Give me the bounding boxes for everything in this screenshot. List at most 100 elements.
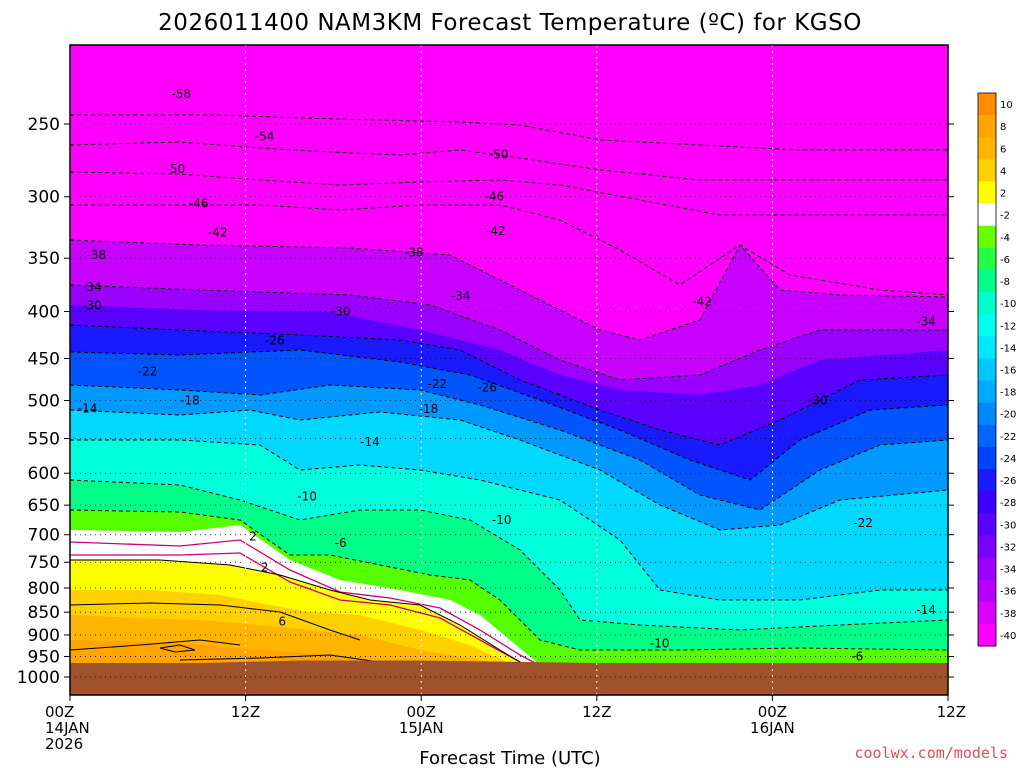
colorbar-label: 2 (1000, 189, 1006, 200)
colorbar-swatch (978, 93, 996, 116)
y-tick-label: 950 (28, 648, 60, 668)
colorbar-swatch (978, 469, 996, 492)
colorbar-label: -22 (1000, 432, 1016, 443)
contour-label: 2 (261, 561, 269, 575)
contour-label: -50 (489, 148, 509, 162)
contour-label: -22 (427, 377, 447, 391)
x-tick-label: 15JAN (399, 719, 444, 737)
y-tick-label: 550 (28, 430, 60, 450)
colorbar-label: 4 (1000, 166, 1006, 177)
contour-label: -46 (189, 196, 209, 210)
x-tick-label: 00Z (758, 703, 787, 721)
contour-label: -42 (486, 224, 506, 238)
colorbar-swatch (978, 358, 996, 382)
colorbar-swatch (978, 225, 996, 249)
contour-label: -34 (82, 280, 102, 294)
contour-label: -30 (331, 304, 351, 318)
colorbar-swatch (978, 579, 996, 603)
colorbar-swatch (978, 535, 996, 559)
contour-label: 2 (249, 529, 257, 543)
colorbar-label: -10 (1000, 299, 1016, 310)
x-tick-label: 12Z (231, 703, 260, 721)
colorbar: 10 8 6 4 2 -2 -4 -6 -8 -10 -12 -14 -16 -18 -20 -22 -24 -2… (977, 92, 1016, 647)
contour-label: -14 (916, 603, 936, 617)
colorbar-swatch (978, 402, 996, 426)
x-tick-label: 00Z (45, 703, 74, 721)
y-tick-label: 900 (28, 626, 60, 646)
colorbar-label: -12 (1000, 321, 1016, 332)
colorbar-label: -36 (1000, 587, 1016, 598)
colorbar-swatch (978, 601, 996, 625)
ground-surface (70, 663, 948, 695)
contour-label: -38 (87, 248, 107, 262)
contour-label: -10 (297, 489, 317, 503)
y-axis-labels: 250 300 350 400 450 500 550 600 650 700 750 800 850 9… (17, 115, 60, 688)
colorbar-swatch (978, 513, 996, 536)
y-tick-label: 800 (28, 579, 60, 599)
contour-label: -14 (78, 401, 98, 415)
x-tick-label: 12Z (937, 703, 966, 721)
contour-label: -18 (180, 394, 200, 408)
x-tick-label: 00Z (407, 703, 436, 721)
freezing-line-2 (70, 552, 521, 663)
ground-top (70, 660, 948, 670)
colorbar-label: 8 (1000, 122, 1006, 133)
y-tick-label: 350 (28, 249, 60, 269)
colorbar-label: -40 (1000, 631, 1016, 642)
x-tick-label: 12Z (582, 703, 611, 721)
colorbar-border (977, 92, 997, 647)
y-tick-label: 450 (28, 349, 60, 369)
colorbar-label: -30 (1000, 520, 1016, 531)
colorbar-label: -16 (1000, 366, 1016, 377)
colorbar-label: -2 (1000, 211, 1010, 222)
x-tick-label: 14JAN (45, 719, 90, 737)
credit-text: coolwx.com/models (854, 744, 1008, 762)
contour-label: 6 (278, 614, 286, 628)
colorbar-swatch (978, 159, 996, 182)
y-tick-label: 850 (28, 603, 60, 623)
contour-label: -42 (208, 225, 228, 239)
colorbar-swatch (978, 115, 996, 138)
contour-label: -30 (82, 298, 102, 312)
colorbar-swatch (978, 336, 996, 359)
plot-border (69, 44, 949, 696)
colorbar-swatch (978, 557, 996, 581)
contour-label: -54 (255, 130, 275, 144)
x-axis-title: Forecast Time (UTC) (419, 748, 600, 768)
contour-label: -26 (265, 333, 285, 347)
colorbar-swatch (978, 181, 996, 205)
contour-label: -10 (650, 637, 670, 651)
colorbar-swatch (978, 446, 996, 470)
contour-label: -42 (692, 294, 712, 308)
colorbar-swatch (978, 292, 996, 315)
contour-label: -30 (808, 394, 828, 408)
colorbar-swatch (978, 380, 996, 404)
colorbar-swatch (978, 137, 996, 160)
colorbar-swatch (978, 269, 996, 293)
y-tick-label: 400 (28, 302, 60, 322)
y-tick-label: 300 (28, 188, 60, 208)
colorbar-label: -4 (1000, 233, 1010, 244)
colorbar-label: -38 (1000, 609, 1016, 620)
colorbar-label: -34 (1000, 565, 1016, 576)
chart-title: 2026011400 NAM3KM Forecast Temperature (… (158, 10, 862, 36)
contour-label: -10 (492, 513, 512, 527)
y-tick-label: 700 (28, 526, 60, 546)
y-tick-label: 250 (28, 115, 60, 135)
colorbar-label: -26 (1000, 476, 1016, 487)
contour-label: -46 (485, 190, 505, 204)
y-tick-label: 1000 (17, 668, 60, 688)
x-tick-label: 2026 (45, 735, 83, 753)
colorbar-swatch (978, 424, 996, 448)
grid-lines (64, 45, 954, 701)
contour-label: -18 (419, 402, 439, 416)
freezing-line (70, 539, 546, 669)
colorbar-label: -28 (1000, 498, 1016, 509)
colorbar-label: 6 (1000, 144, 1006, 155)
colorbar-label: -14 (1000, 343, 1016, 354)
colorbar-swatch (978, 203, 996, 227)
colorbar-label: 10 (1000, 100, 1013, 111)
contour-label: -34 (451, 289, 471, 303)
contour-label: -22 (853, 516, 873, 530)
